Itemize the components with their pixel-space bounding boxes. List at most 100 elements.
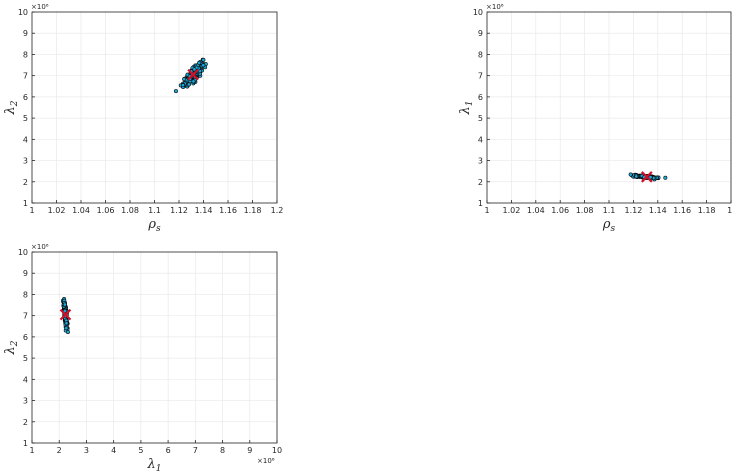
- sample-point: [62, 302, 67, 307]
- sample-point: [181, 83, 186, 88]
- x-exponent-label: ×10⁶: [257, 457, 275, 465]
- y-axis-label-sub: 2: [10, 340, 20, 347]
- y-tick-label: 6: [23, 333, 28, 342]
- y-axis-label-base: λ: [458, 106, 473, 115]
- y-exponent-label: ×10⁶: [486, 3, 504, 11]
- y-tick-label: 6: [478, 93, 483, 102]
- y-tick-label: 9: [23, 29, 28, 38]
- x-axis-label-sub: 1: [156, 464, 162, 472]
- y-tick-label: 9: [478, 29, 483, 38]
- x-axis-label-text: ρs: [147, 217, 161, 234]
- y-tick-label: 2: [478, 178, 483, 187]
- y-axis-label-base: λ: [3, 106, 18, 115]
- x-tick-label: 8: [220, 446, 225, 455]
- x-tick-label: 1.02: [502, 206, 520, 215]
- x-tick-label: 1.04: [72, 206, 90, 215]
- y-axis-label-text: λ2: [3, 340, 20, 355]
- x-axis-label-base: ρ: [147, 217, 156, 232]
- sample-point: [65, 329, 70, 334]
- x-tick-label: 1.16: [673, 206, 691, 215]
- x-tick-label: 1.18: [698, 206, 716, 215]
- y-tick-label: 10: [18, 8, 28, 17]
- sample-point: [663, 175, 668, 180]
- x-tick-label: 4: [111, 446, 116, 455]
- x-axis-label-text: ρs: [602, 217, 616, 234]
- y-tick-label: 10: [18, 248, 28, 257]
- y-tick-label: 4: [478, 135, 483, 144]
- x-axis-label-sub: s: [156, 224, 161, 234]
- sample-point: [197, 60, 202, 65]
- x-axis-label: λ1: [147, 457, 162, 472]
- x-tick-label: 1.12: [624, 206, 642, 215]
- panel-rho-lambda2: 1 1.02 1.04 1.06 1.08 1.1 1.12 1.14 1.16 1.18 1.2 1…: [3, 3, 283, 234]
- y-tick-label: 1: [478, 199, 483, 208]
- y-tick-label: 1: [23, 199, 28, 208]
- x-tick-label: 3: [84, 446, 89, 455]
- sample-point: [201, 63, 206, 68]
- y-exponent-label: ×10⁶: [31, 3, 49, 11]
- y-tick-label: 4: [23, 375, 28, 384]
- axes-box: [31, 251, 278, 444]
- estimate-x-stroke: [641, 171, 653, 183]
- y-axis-label: λ1: [458, 101, 475, 116]
- sample-point: [173, 89, 178, 94]
- x-tick-label: 1.06: [97, 206, 115, 215]
- estimate-x-stroke: [59, 308, 72, 321]
- plot-area: [32, 252, 277, 443]
- y-tick-label: 8: [23, 290, 28, 299]
- y-axis-label: λ2: [3, 100, 20, 115]
- x-tick-label: 1.1: [603, 206, 616, 215]
- y-tick-label: 2: [23, 178, 28, 187]
- sample-point: [648, 175, 653, 180]
- estimate-x-marker: [187, 68, 199, 81]
- x-tick-label: 2: [57, 446, 62, 455]
- sample-point: [634, 174, 639, 179]
- x-tick-label: 1.: [727, 206, 733, 215]
- sample-point: [191, 79, 196, 84]
- y-tick-label: 7: [23, 72, 28, 81]
- x-tick-label: 1.12: [170, 206, 188, 215]
- sample-point: [182, 77, 187, 82]
- y-axis-label-sub: 2: [10, 100, 20, 107]
- x-tick-label: 1.18: [244, 206, 262, 215]
- y-tick-label: 2: [23, 418, 28, 427]
- x-axis-label: ρs: [147, 217, 161, 234]
- y-axis-label-text: λ2: [3, 100, 20, 115]
- y-tick-label: 7: [23, 312, 28, 321]
- y-tick-label: 7: [478, 72, 483, 81]
- x-axis-label-text: λ1: [147, 457, 162, 472]
- y-tick-label: 8: [23, 50, 28, 59]
- x-axis-label: ρs: [602, 217, 616, 234]
- x-tick-label: 7: [193, 446, 198, 455]
- x-tick-label: 5: [138, 446, 143, 455]
- x-axis-label-sub: s: [611, 224, 616, 234]
- x-tick-label: 1.14: [649, 206, 667, 215]
- x-tick-label: 1: [29, 206, 34, 215]
- y-tick-label: 10: [473, 8, 483, 17]
- sample-point: [64, 326, 69, 331]
- panel-rho-lambda1: 11.021.041.061.081.11.121.141.161.181.12…: [458, 3, 733, 234]
- x-axis-label-base: λ: [147, 457, 156, 472]
- x-tick-label: 9: [247, 446, 252, 455]
- y-tick-label: 8: [478, 50, 483, 59]
- x-tick-label: 10: [272, 446, 282, 455]
- y-tick-label: 5: [23, 354, 28, 363]
- x-tick-label: 1.04: [527, 206, 545, 215]
- estimate-x-marker: [59, 308, 72, 321]
- sample-point: [64, 321, 69, 326]
- y-tick-label: 5: [478, 114, 483, 123]
- y-exponent-label: ×10⁶: [31, 243, 49, 251]
- x-tick-label: 1.06: [551, 206, 569, 215]
- x-tick-label: 1.2: [271, 206, 284, 215]
- y-axis-label-sub: 1: [465, 101, 475, 107]
- y-tick-label: 6: [23, 93, 28, 102]
- x-tick-label: 1: [484, 206, 489, 215]
- y-tick-label: 4: [23, 135, 28, 144]
- estimate-x-marker: [641, 171, 653, 183]
- y-axis-label-base: λ: [3, 346, 18, 355]
- y-axis-label-text: λ1: [458, 101, 475, 116]
- y-axis-label: λ2: [3, 340, 20, 355]
- x-tick-label: 1: [29, 446, 34, 455]
- x-tick-label: 1.1: [148, 206, 161, 215]
